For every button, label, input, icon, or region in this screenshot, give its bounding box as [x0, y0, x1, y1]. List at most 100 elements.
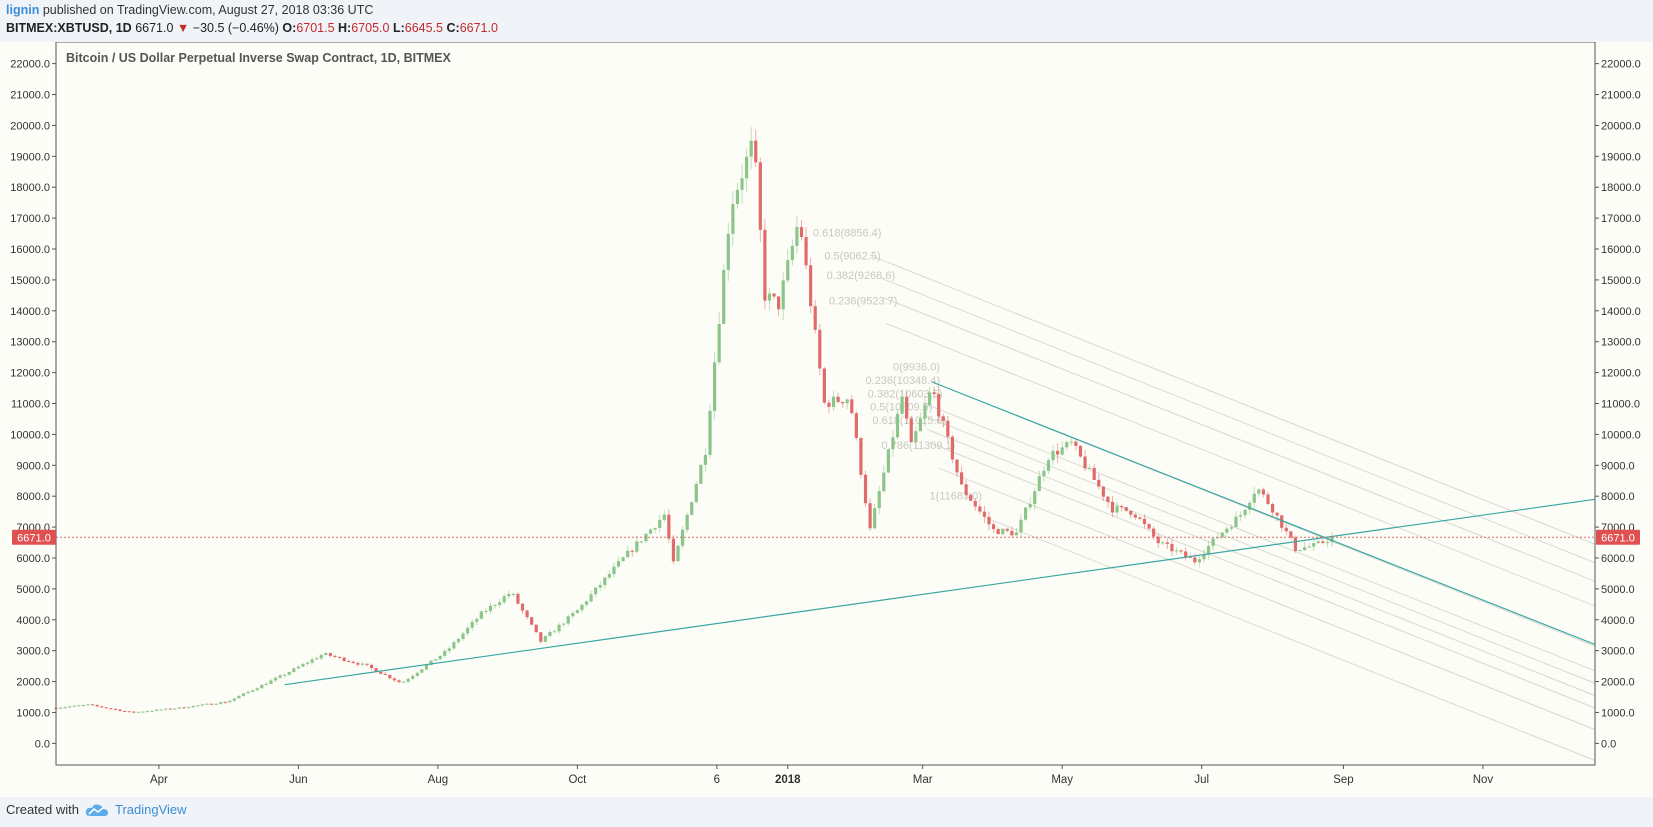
candle-body	[548, 632, 551, 636]
candle-body	[978, 507, 981, 512]
y-tick-label-left: 9000.0	[16, 460, 50, 472]
close-value: 6671.0	[460, 21, 498, 35]
candle-body	[379, 672, 382, 674]
y-tick-label-right: 22000.0	[1601, 59, 1641, 71]
last-price-tag-right-label: 6671.0	[1601, 532, 1635, 544]
candle-body	[219, 702, 222, 704]
x-tick-label: 6	[714, 774, 720, 786]
candle-body	[1198, 559, 1201, 562]
y-tick-label-left: 1000.0	[16, 707, 50, 719]
candle-body	[617, 561, 620, 567]
candle-body	[928, 392, 931, 405]
publish-line: lignin published on TradingView.com, Aug…	[6, 3, 373, 17]
candle-body	[1262, 489, 1265, 494]
candle-body	[1280, 515, 1283, 527]
candle-body	[681, 530, 684, 546]
candle-body	[708, 411, 711, 455]
candle-body	[123, 711, 126, 712]
candle-body	[82, 705, 85, 706]
candle-body	[1024, 508, 1027, 520]
candle-body	[622, 557, 625, 561]
candle-body	[457, 639, 460, 642]
candle-body	[251, 690, 254, 692]
candle-body	[416, 673, 419, 676]
x-tick-label: Jul	[1194, 774, 1209, 786]
y-tick-label-left: 19000.0	[10, 151, 50, 163]
candle-body	[297, 667, 300, 669]
candle-body	[1193, 558, 1196, 563]
author-link[interactable]: lignin	[6, 3, 39, 17]
candle-body	[1074, 442, 1077, 446]
candle-body	[855, 413, 858, 438]
fib-level-label: 0.618(11015.6)	[872, 415, 946, 427]
candle-body	[987, 517, 990, 524]
y-tick-label-right: 4000.0	[1601, 615, 1635, 627]
y-tick-label-right: 8000.0	[1601, 491, 1635, 503]
price-chart[interactable]: 0.618(8856.4) 0.5(9062.5) 0.382(9268.6) 0.2…	[0, 42, 1653, 797]
candle-body	[608, 574, 611, 577]
candle-body	[969, 495, 972, 501]
chart-title: Bitcoin / US Dollar Perpetual Inverse Sw…	[66, 51, 451, 65]
candle-body	[640, 541, 643, 542]
candle-body	[100, 706, 103, 707]
tradingview-cloud-icon	[85, 803, 109, 817]
tradingview-link[interactable]: TradingView	[115, 802, 187, 817]
fib-level-label: 1(11683.0)	[930, 490, 982, 502]
candle-body	[466, 628, 469, 634]
candle-body	[237, 696, 240, 698]
y-tick-label-left: 0.0	[35, 738, 50, 750]
y-tick-label-right: 13000.0	[1601, 337, 1641, 349]
candle-body	[759, 162, 762, 229]
candle-body	[786, 260, 789, 280]
candle-body	[626, 551, 629, 557]
candle-body	[814, 306, 817, 330]
candle-body	[329, 653, 332, 656]
candle-body	[1042, 471, 1045, 476]
publish-info: published on TradingView.com, August 27,…	[43, 3, 374, 17]
candle-body	[439, 656, 442, 660]
y-tick-label-left: 20000.0	[10, 120, 50, 132]
y-tick-label-right: 12000.0	[1601, 368, 1641, 380]
candle-body	[311, 659, 314, 662]
candle-body	[1056, 451, 1059, 455]
candle-body	[64, 707, 67, 708]
fib-fan-line	[927, 429, 1595, 695]
candle-body	[727, 234, 730, 270]
candle-body	[1239, 515, 1242, 517]
candle-body	[946, 421, 949, 437]
y-tick-label-right: 2000.0	[1601, 677, 1635, 689]
fib-fan-line	[930, 443, 1595, 708]
candle-body	[841, 402, 844, 403]
candle-body	[1234, 517, 1237, 527]
candle-body	[942, 416, 945, 420]
candle-body	[1303, 547, 1306, 550]
candle-body	[503, 596, 506, 602]
y-tick-label-right: 10000.0	[1601, 429, 1641, 441]
y-tick-label-left: 17000.0	[10, 213, 50, 225]
candle-body	[301, 664, 304, 667]
candle-body	[338, 657, 341, 658]
candle-body	[576, 610, 579, 613]
high-value: 6705.0	[351, 21, 389, 35]
candle-body	[1152, 529, 1155, 537]
candle-body	[827, 403, 830, 407]
candle-body	[1161, 542, 1164, 543]
candle-body	[448, 648, 451, 651]
candle-body	[768, 294, 771, 301]
candle-body	[553, 631, 556, 632]
candle-body	[603, 578, 606, 585]
candle-body	[1051, 451, 1054, 460]
y-tick-label-left: 6000.0	[16, 553, 50, 565]
candle-body	[1111, 502, 1114, 513]
candle-body	[690, 502, 693, 515]
candle-body	[722, 270, 725, 324]
fib-fan-line	[884, 298, 1595, 581]
candle-body	[1207, 546, 1210, 555]
candle-body	[224, 702, 227, 703]
chart-area[interactable]: 0.618(8856.4) 0.5(9062.5) 0.382(9268.6) 0.2…	[0, 42, 1653, 797]
fib-fan-line	[886, 323, 1595, 606]
candle-body	[77, 705, 80, 706]
candle-body	[905, 397, 908, 419]
candle-body	[850, 399, 853, 413]
candle-body	[1147, 524, 1150, 529]
